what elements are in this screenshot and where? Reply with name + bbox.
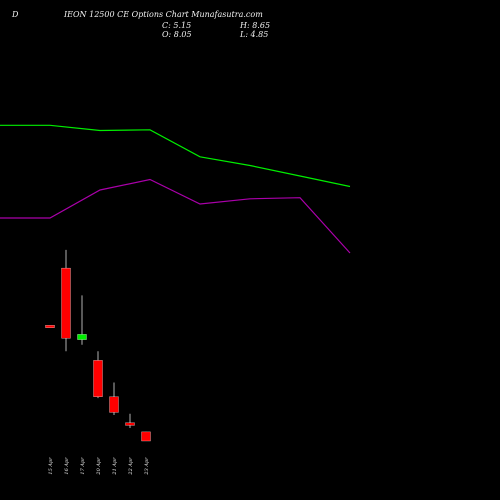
candle [141, 431, 151, 442]
x-tick-label: 16 Apr [64, 457, 70, 475]
x-tick-label: 21 Apr [112, 457, 118, 476]
chart-title: IEON 12500 CE Options Chart Munafasutra.… [64, 10, 263, 19]
candle-body [77, 334, 87, 340]
candle-body [109, 396, 119, 413]
x-tick-label: 22 Apr [128, 457, 134, 476]
candle [61, 249, 71, 352]
candle-body [45, 325, 55, 328]
low-readout: L: 4.85 [240, 30, 269, 39]
indicator-line-2 [0, 178, 351, 254]
x-tick-label: 17 Apr [80, 457, 86, 475]
x-tick-label: 23 Apr [144, 457, 150, 476]
candle-body [93, 360, 103, 397]
indicator-line-1 [0, 124, 351, 188]
candle-body [125, 422, 135, 426]
candle [125, 413, 135, 428]
indicator-lines [0, 124, 351, 254]
candle [109, 382, 119, 415]
x-tick-label: 20 Apr [96, 457, 102, 476]
candle [77, 295, 87, 345]
candle [45, 325, 55, 328]
candle-body [141, 431, 151, 442]
x-tick-label: 15 Apr [48, 457, 54, 475]
candles [45, 249, 151, 442]
close-readout: C: 5.15 [162, 21, 192, 30]
chart-symbol: D [12, 10, 19, 19]
candle [93, 351, 103, 399]
open-readout: O: 8.05 [162, 30, 192, 39]
high-readout: H: 8.65 [240, 21, 271, 30]
x-axis-tick-labels: 15 Apr 16 Apr 17 Apr 20 Apr 21 Apr 22 Apr 23 A… [48, 457, 150, 476]
candle-body [61, 267, 71, 339]
